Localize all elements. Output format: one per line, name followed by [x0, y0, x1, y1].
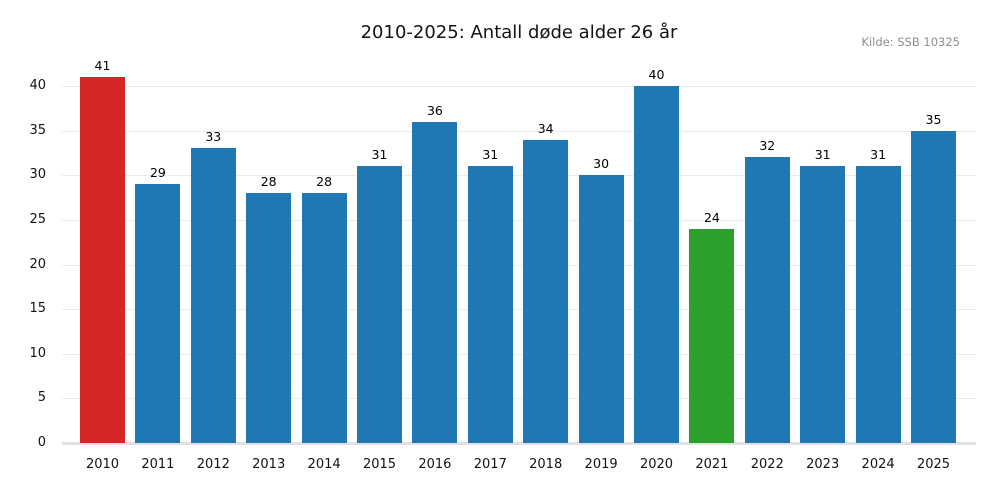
bar-2012: [190, 148, 236, 443]
y-tick-label: 30: [29, 167, 46, 183]
bar-2022: [744, 157, 790, 443]
bar-2011: [135, 184, 181, 443]
y-tick-label: 5: [37, 390, 46, 406]
x-tick-label: 2018: [529, 457, 563, 472]
bar-value-label: 35: [925, 111, 942, 127]
gridline: [62, 353, 976, 355]
bar-2013: [246, 193, 292, 443]
chart-title: 2010-2025: Antall døde alder 26 år: [360, 22, 678, 43]
bar-2025: [911, 130, 956, 443]
x-tick-label: 2022: [750, 457, 784, 472]
x-tick-label: 2010: [85, 457, 120, 472]
bar-value-label: 24: [703, 209, 720, 225]
bar-2014: [301, 193, 347, 443]
bar-value-label: 31: [482, 147, 499, 163]
gridline: [62, 130, 976, 132]
bar-value-label: 31: [814, 147, 831, 163]
bar-2019: [578, 175, 624, 443]
y-tick-label: 35: [29, 122, 46, 138]
bar-2015: [357, 166, 402, 443]
x-tick-label: 2015: [362, 457, 397, 472]
x-tick-label: 2017: [473, 457, 507, 472]
bar-2016: [412, 121, 458, 443]
x-tick-label: 2020: [639, 457, 674, 472]
bar-2023: [800, 166, 846, 443]
bar-2020: [634, 86, 679, 443]
x-tick-label: 2013: [252, 457, 286, 472]
bar-value-label: 30: [593, 156, 610, 172]
x-tick-label: 2025: [916, 457, 951, 472]
bar-value-label: 28: [316, 174, 333, 190]
x-tick-label: 2011: [141, 457, 175, 472]
bar-value-label: 31: [371, 147, 388, 163]
bar-value-label: 36: [426, 102, 443, 118]
x-tick-label: 2019: [584, 457, 618, 472]
bar-value-label: 33: [205, 129, 222, 145]
bar-2017: [467, 166, 513, 443]
bar-value-label: 31: [870, 147, 887, 163]
gridline: [62, 219, 976, 221]
x-axis-baseline: [62, 442, 976, 445]
x-tick-label: 2024: [861, 457, 895, 472]
bar-value-label: 29: [149, 165, 166, 181]
bar-value-label: 40: [648, 67, 665, 82]
bar-2021: [689, 228, 735, 443]
y-tick-label: 40: [29, 78, 46, 93]
source-label: Kilde: SSB 10325: [861, 35, 960, 49]
x-tick-label: 2014: [307, 457, 341, 472]
bar-2024: [855, 166, 901, 443]
y-tick-label: 0: [37, 435, 46, 450]
bar-value-label: 32: [759, 138, 776, 154]
x-tick-label: 2023: [806, 457, 840, 472]
gridline: [62, 264, 976, 266]
bar-2010: [80, 77, 125, 443]
bar-value-label: 28: [260, 174, 277, 190]
x-tick-label: 2012: [196, 457, 230, 472]
gridline: [62, 309, 976, 311]
y-tick-label: 15: [29, 301, 46, 317]
bar-value-label: 34: [537, 120, 554, 136]
bar-value-label: 41: [94, 58, 111, 74]
y-tick-label: 20: [29, 256, 46, 272]
y-tick-label: 10: [29, 345, 46, 361]
x-tick-label: 2021: [695, 457, 729, 472]
gridline: [62, 86, 976, 87]
x-tick-label: 2016: [418, 457, 452, 472]
gridline: [62, 175, 976, 177]
gridline: [62, 398, 976, 400]
bar-2018: [523, 139, 569, 443]
y-tick-label: 25: [29, 211, 46, 227]
